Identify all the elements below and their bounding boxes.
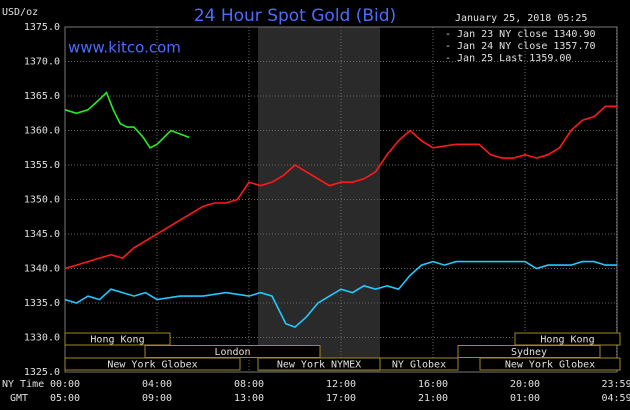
session-box	[64, 332, 171, 346]
session-label: London	[214, 347, 250, 358]
x-tick-label: 00:00	[50, 379, 80, 390]
session-box	[64, 357, 241, 371]
session-label: New York NYMEX	[277, 360, 361, 371]
x-tick-label: 12:00	[326, 379, 356, 390]
gmt-tick-label: 09:00	[142, 393, 172, 404]
y-tick-label: 1335.0	[24, 298, 60, 309]
legend-entry: - Jan 25 Last 1359.00	[445, 53, 571, 64]
session-label: New York Globex	[505, 360, 595, 371]
session-label: Sydney	[511, 347, 547, 358]
timestamp: January 25, 2018 05:25	[455, 13, 587, 24]
y-tick-label: 1375.0	[24, 22, 60, 33]
y-tick-label: 1340.0	[24, 264, 60, 275]
row-label: GMT	[10, 393, 28, 404]
gmt-tick-label: 05:00	[50, 393, 80, 404]
x-tick-label: 04:00	[142, 379, 172, 390]
gmt-tick-label: 01:00	[510, 393, 540, 404]
gmt-tick-label: 17:00	[326, 393, 356, 404]
session-label: Hong Kong	[90, 335, 144, 346]
y-axis-label: USD/oz	[2, 7, 38, 18]
chart-title: 24 Hour Spot Gold (Bid)	[194, 6, 396, 26]
session-box	[479, 357, 621, 371]
price-line	[64, 260, 617, 329]
y-tick-label: 1370.0	[24, 57, 60, 68]
legend-entry: - Jan 23 NY close 1340.90	[445, 29, 596, 40]
y-tick-label: 1350.0	[24, 195, 60, 206]
x-tick-label: 20:00	[510, 379, 540, 390]
y-tick-label: 1355.0	[24, 160, 60, 171]
gmt-tick-label: 21:00	[418, 393, 448, 404]
y-tick-label: 1360.0	[24, 126, 60, 137]
y-tick-label: 1365.0	[24, 91, 60, 102]
y-tick-label: 1330.0	[24, 333, 60, 344]
x-tick-label: 23:59	[601, 379, 630, 390]
y-tick-label: 1345.0	[24, 229, 60, 240]
row-label: NY Time	[2, 379, 44, 390]
website: www.kitco.com	[68, 39, 181, 57]
session-label: New York Globex	[107, 360, 197, 371]
gmt-tick-label: 13:00	[234, 393, 264, 404]
x-tick-label: 16:00	[418, 379, 448, 390]
session-label: NY Globex	[392, 360, 446, 371]
x-tick-label: 08:00	[234, 379, 264, 390]
session-label: Hong Kong	[540, 335, 594, 346]
y-tick-label: 1325.0	[24, 367, 60, 378]
price-line	[64, 105, 617, 270]
session-box	[379, 357, 459, 371]
price-line	[64, 91, 190, 149]
legend-entry: - Jan 24 NY close 1357.70	[445, 41, 596, 52]
gmt-tick-label: 04:59	[601, 393, 630, 404]
plot-frame	[64, 26, 618, 373]
nymex-shade	[258, 27, 380, 372]
